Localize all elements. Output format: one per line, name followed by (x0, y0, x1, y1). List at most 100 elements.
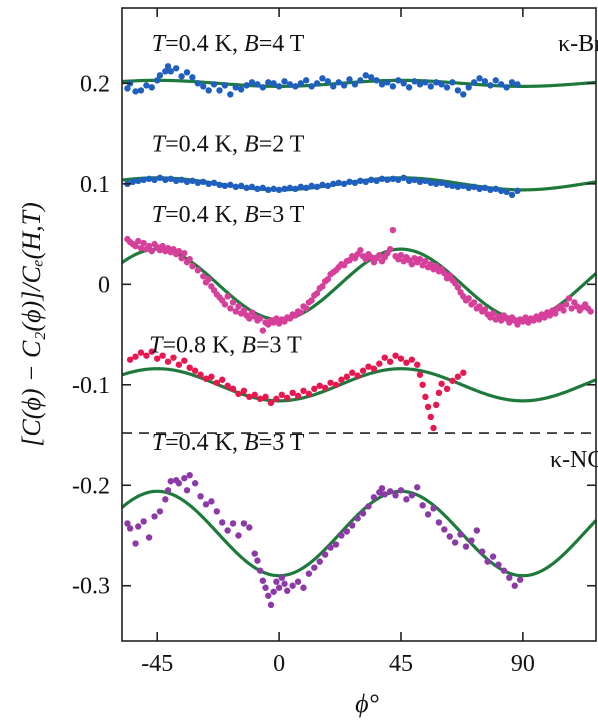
data-point-s0 (154, 77, 161, 84)
data-point-s2 (546, 312, 554, 319)
data-point-s1 (476, 185, 483, 193)
data-point-s3 (262, 393, 269, 401)
data-point-s1 (340, 180, 348, 188)
data-point-s4 (145, 534, 153, 541)
y-axis-ticks: 0.2 0.1 0 -0.1 -0.2 -0.3 (72, 71, 596, 600)
data-point-s0 (487, 82, 494, 89)
data-point-s4 (219, 519, 226, 526)
data-point-s3 (327, 379, 334, 386)
data-point-s4 (430, 505, 437, 512)
data-point-s0 (335, 79, 342, 86)
data-point-s4 (484, 558, 491, 565)
data-point-s4 (164, 487, 172, 494)
data-point-s1 (151, 176, 158, 184)
data-point-s0 (297, 80, 304, 87)
data-point-s0 (460, 91, 467, 98)
y-tick-label: 0.1 (80, 172, 110, 198)
data-point-s0 (454, 87, 462, 94)
data-point-s3 (159, 352, 166, 359)
data-point-s0 (400, 80, 407, 87)
plot-frame (121, 7, 597, 642)
data-point-s4 (446, 533, 453, 540)
data-point-s1 (259, 184, 267, 192)
data-point-s4 (506, 574, 513, 581)
data-point-s4 (183, 487, 191, 494)
data-point-s1 (454, 183, 462, 191)
data-point-s4 (365, 503, 372, 510)
data-point-s4 (403, 496, 410, 503)
data-point-s2 (205, 276, 212, 283)
data-point-s2 (560, 307, 567, 314)
data-point-s2 (256, 315, 264, 322)
data-point-s3 (181, 357, 188, 364)
data-point-s2 (489, 310, 497, 317)
data-point-s2 (178, 254, 185, 262)
data-point-s4 (240, 520, 248, 527)
data-point-s0 (324, 78, 332, 85)
data-point-s4 (441, 526, 448, 533)
data-point-s1 (308, 182, 315, 190)
data-point-s3 (170, 354, 177, 361)
data-point-s1 (443, 181, 451, 189)
data-point-s0 (216, 87, 223, 94)
data-point-s4 (181, 475, 188, 482)
data-point-s1 (135, 177, 142, 185)
data-point-s4 (267, 601, 275, 609)
data-point-s2 (227, 305, 234, 312)
data-point-s4 (284, 587, 291, 594)
data-point-s3 (132, 353, 139, 360)
data-point-s1 (129, 178, 137, 186)
data-point-s2 (319, 283, 326, 290)
data-point-s0 (357, 77, 364, 84)
data-point-s4 (414, 484, 421, 491)
data-point-s4 (511, 582, 518, 589)
data-point-s0 (389, 83, 397, 90)
data-point-s1 (205, 180, 212, 188)
data-point-s1 (237, 182, 245, 190)
data-point-s2 (308, 297, 315, 304)
data-point-s3 (175, 361, 183, 368)
y-tick-label: -0.2 (72, 473, 110, 499)
data-point-s3 (416, 371, 424, 378)
data-point-s4 (126, 525, 134, 532)
data-point-s0 (367, 74, 375, 81)
data-point-s2 (476, 303, 483, 310)
data-point-s1 (221, 182, 229, 190)
data-point-s1 (384, 176, 391, 184)
data-point-s1 (432, 180, 440, 188)
data-point-s0 (308, 83, 315, 90)
data-point-s4 (270, 588, 277, 595)
data-point-s4 (235, 532, 242, 539)
data-point-s3 (219, 376, 226, 383)
data-point-s0 (232, 84, 239, 91)
data-point-s1 (492, 185, 499, 193)
data-point-s1 (281, 185, 288, 193)
data-point-s3 (186, 364, 193, 371)
data-point-s4 (265, 592, 272, 599)
data-point-s2 (535, 316, 543, 323)
data-point-s0 (416, 81, 424, 88)
data-point-s0 (156, 72, 164, 79)
data-point-s1 (319, 181, 326, 189)
series-label-2: T=0.4 K, B=3 T (152, 202, 305, 228)
data-point-s1 (210, 179, 218, 187)
data-point-s2 (446, 272, 453, 279)
data-point-s2 (408, 261, 416, 268)
data-point-s1 (335, 179, 342, 187)
data-point-s1 (465, 184, 472, 192)
data-point-s3 (376, 360, 383, 367)
y-tick-label: -0.1 (72, 373, 110, 399)
series-label-1: T=0.4 K, B=2 T (152, 132, 305, 158)
data-point-s2 (454, 284, 462, 291)
data-point-s4 (294, 578, 302, 585)
data-point-s2 (568, 305, 575, 312)
data-point-s0 (427, 83, 434, 90)
data-point-s4 (316, 558, 323, 565)
data-point-s0 (221, 82, 229, 89)
data-point-s1 (227, 181, 234, 189)
data-point-s2 (140, 239, 147, 247)
data-point-s4 (424, 511, 432, 518)
data-point-s0 (411, 78, 418, 85)
data-point-s1 (292, 185, 299, 193)
data-point-s1 (189, 177, 196, 185)
